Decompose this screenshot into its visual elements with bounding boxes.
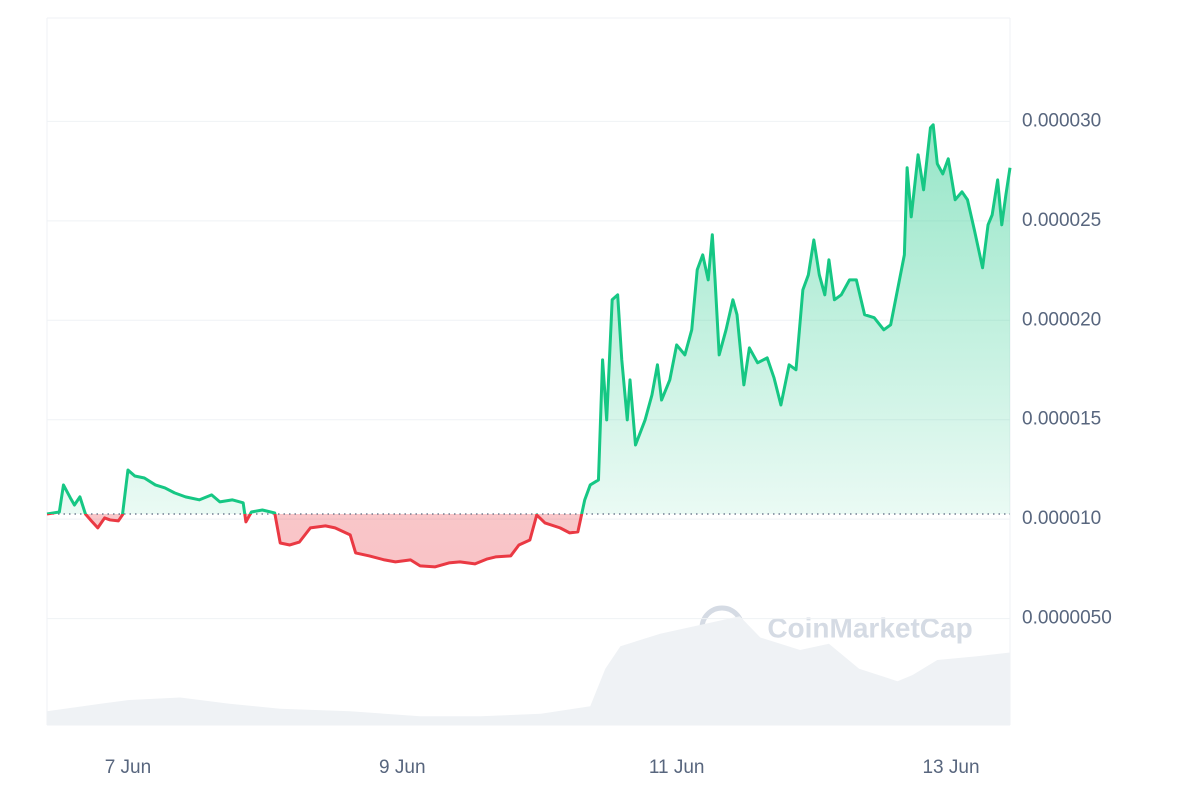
area-up: [47, 124, 1010, 514]
y-tick-label: 0.000010: [1022, 508, 1101, 529]
x-tick-label: 11 Jun: [649, 757, 705, 778]
y-tick-label: 0.000025: [1022, 210, 1101, 231]
volume-area: [47, 616, 1010, 725]
price-line-up: [46, 123, 1012, 514]
y-tick-label: 0.000015: [1022, 409, 1101, 430]
x-tick-label: 13 Jun: [922, 757, 979, 778]
watermark: CoinMarketCap: [767, 612, 972, 643]
y-tick-label: 0.000020: [1022, 309, 1101, 330]
x-tick-label: 9 Jun: [379, 757, 425, 778]
y-tick-label: 0.0000050: [1022, 608, 1112, 629]
y-tick-label: 0.000030: [1022, 110, 1101, 131]
x-tick-label: 7 Jun: [105, 757, 151, 778]
